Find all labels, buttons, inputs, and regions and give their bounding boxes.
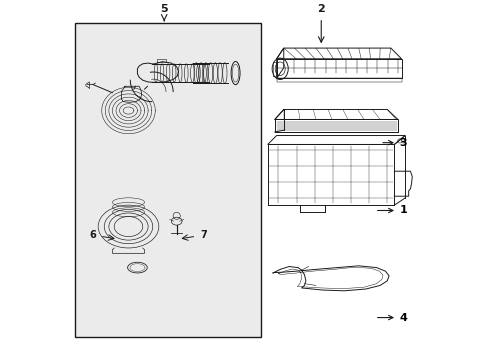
Text: 1: 1 [377, 206, 407, 216]
Text: 3: 3 [382, 138, 407, 148]
Text: 7: 7 [200, 230, 206, 240]
Bar [75, 23, 260, 337]
Text: 4: 4 [377, 312, 407, 323]
Text: 5: 5 [160, 4, 168, 14]
Text: 6: 6 [89, 230, 96, 240]
Text: 2: 2 [317, 4, 325, 14]
